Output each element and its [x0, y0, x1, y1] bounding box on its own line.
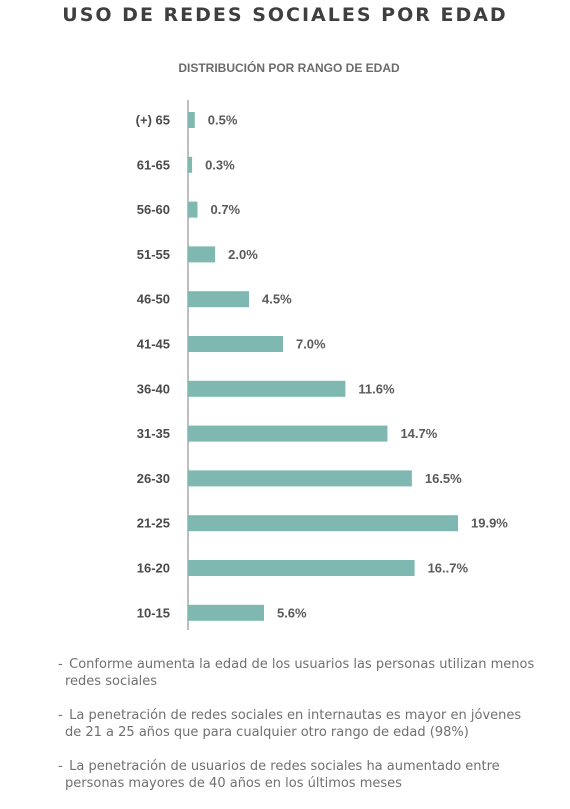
- category-label: 46-50: [137, 292, 170, 307]
- category-label: 41-45: [137, 337, 170, 352]
- bar: [188, 156, 193, 173]
- bar: [188, 336, 283, 352]
- category-label: 36-40: [137, 381, 170, 396]
- value-label: 5.6%: [277, 605, 307, 620]
- bar: [188, 380, 346, 397]
- bar: [188, 470, 412, 487]
- value-label: 16.5%: [425, 471, 462, 486]
- bar: [188, 560, 415, 576]
- bar: [188, 425, 388, 442]
- category-label: 31-35: [137, 426, 170, 441]
- note-item: - La penetración de redes sociales en in…: [58, 708, 522, 740]
- value-label: 4.5%: [262, 292, 292, 307]
- category-label: 21-25: [137, 516, 170, 531]
- bar: [188, 515, 458, 532]
- category-label: 61-65: [137, 157, 170, 172]
- note-text: La penetración de usuarios de redes soci…: [65, 759, 500, 791]
- chart-title: USO DE REDES SOCIALES POR EDAD: [62, 4, 508, 26]
- category-label: 51-55: [137, 247, 170, 262]
- value-label: 7.0%: [296, 337, 326, 352]
- note-text: Conforme aumenta la edad de los usuarios…: [65, 657, 535, 689]
- value-label: 19.9%: [471, 516, 508, 531]
- bar: [188, 112, 195, 128]
- note-text: La penetración de redes sociales en inte…: [65, 708, 522, 740]
- value-label: 14.7%: [400, 426, 437, 441]
- bar: [188, 291, 250, 308]
- value-label: 0.5%: [208, 113, 238, 128]
- bar: [188, 246, 216, 263]
- bar: [188, 201, 198, 218]
- chart-subtitle: DISTRIBUCIÓN POR RANGO DE EDAD: [178, 61, 400, 75]
- value-label: 11.6%: [358, 381, 395, 396]
- value-label: 0.7%: [210, 202, 240, 217]
- category-label: 26-30: [137, 471, 170, 486]
- category-label: 16-20: [137, 561, 170, 576]
- note-item: - Conforme aumenta la edad de los usuari…: [58, 657, 535, 689]
- value-label: 16..7%: [428, 561, 469, 576]
- bar-chart: (+) 65 0.5% 61-65 0.3% 56-60 0.7% 51-55 2.0% 46-…: [136, 100, 508, 630]
- value-label: 0.3%: [205, 157, 235, 172]
- bar: [188, 604, 264, 621]
- note-item: - La penetración de usuarios de redes so…: [58, 759, 500, 791]
- notes-list: - Conforme aumenta la edad de los usuari…: [58, 656, 538, 809]
- value-label: 2.0%: [228, 247, 258, 262]
- category-label: 56-60: [137, 202, 170, 217]
- category-label: (+) 65: [136, 113, 170, 128]
- category-label: 10-15: [137, 605, 170, 620]
